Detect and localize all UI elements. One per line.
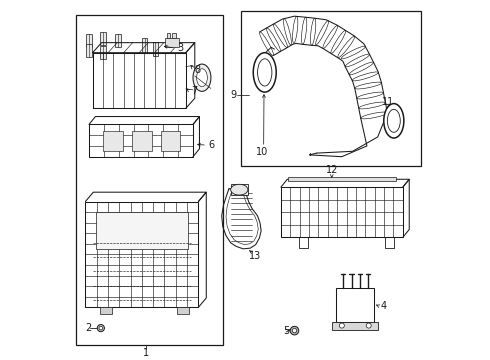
Text: 12: 12	[325, 165, 338, 175]
Ellipse shape	[258, 59, 272, 86]
Bar	[332, 321, 378, 329]
Text: 5: 5	[284, 325, 290, 336]
Text: 4: 4	[381, 301, 387, 311]
Bar	[281, 187, 403, 237]
Bar	[165, 38, 179, 47]
Bar	[100, 307, 112, 314]
Bar	[288, 177, 395, 181]
Bar	[86, 34, 92, 46]
Ellipse shape	[366, 323, 371, 328]
Text: 9: 9	[230, 90, 236, 100]
Text: 3: 3	[177, 43, 183, 53]
Ellipse shape	[196, 69, 207, 87]
Text: 2: 2	[85, 323, 92, 333]
Bar	[132, 131, 152, 151]
Text: 6: 6	[208, 140, 215, 150]
Bar	[103, 131, 123, 151]
Bar	[100, 32, 106, 45]
Bar	[177, 307, 190, 314]
Ellipse shape	[293, 328, 296, 333]
Bar	[85, 202, 198, 307]
Bar	[167, 33, 171, 38]
Bar	[86, 44, 92, 57]
Bar	[172, 33, 176, 38]
Text: 11: 11	[382, 97, 394, 107]
Bar	[115, 34, 121, 46]
Bar	[161, 131, 180, 151]
Text: 8: 8	[194, 64, 200, 75]
Bar	[231, 184, 248, 195]
Text: 10: 10	[256, 147, 269, 157]
Text: 13: 13	[249, 251, 261, 261]
Bar	[337, 288, 374, 321]
Bar	[143, 39, 147, 53]
Ellipse shape	[388, 109, 400, 132]
Text: 7: 7	[191, 86, 197, 96]
Bar	[153, 42, 157, 56]
Ellipse shape	[253, 53, 276, 92]
Bar	[89, 125, 193, 157]
Bar	[76, 15, 223, 345]
Bar	[100, 46, 106, 59]
Bar	[242, 12, 421, 166]
Ellipse shape	[231, 184, 248, 195]
Ellipse shape	[290, 326, 299, 335]
Ellipse shape	[99, 326, 102, 330]
Ellipse shape	[384, 104, 404, 138]
Text: 1: 1	[143, 348, 149, 358]
Ellipse shape	[193, 64, 211, 91]
Ellipse shape	[97, 324, 104, 332]
Ellipse shape	[339, 323, 344, 328]
Bar	[96, 212, 188, 249]
